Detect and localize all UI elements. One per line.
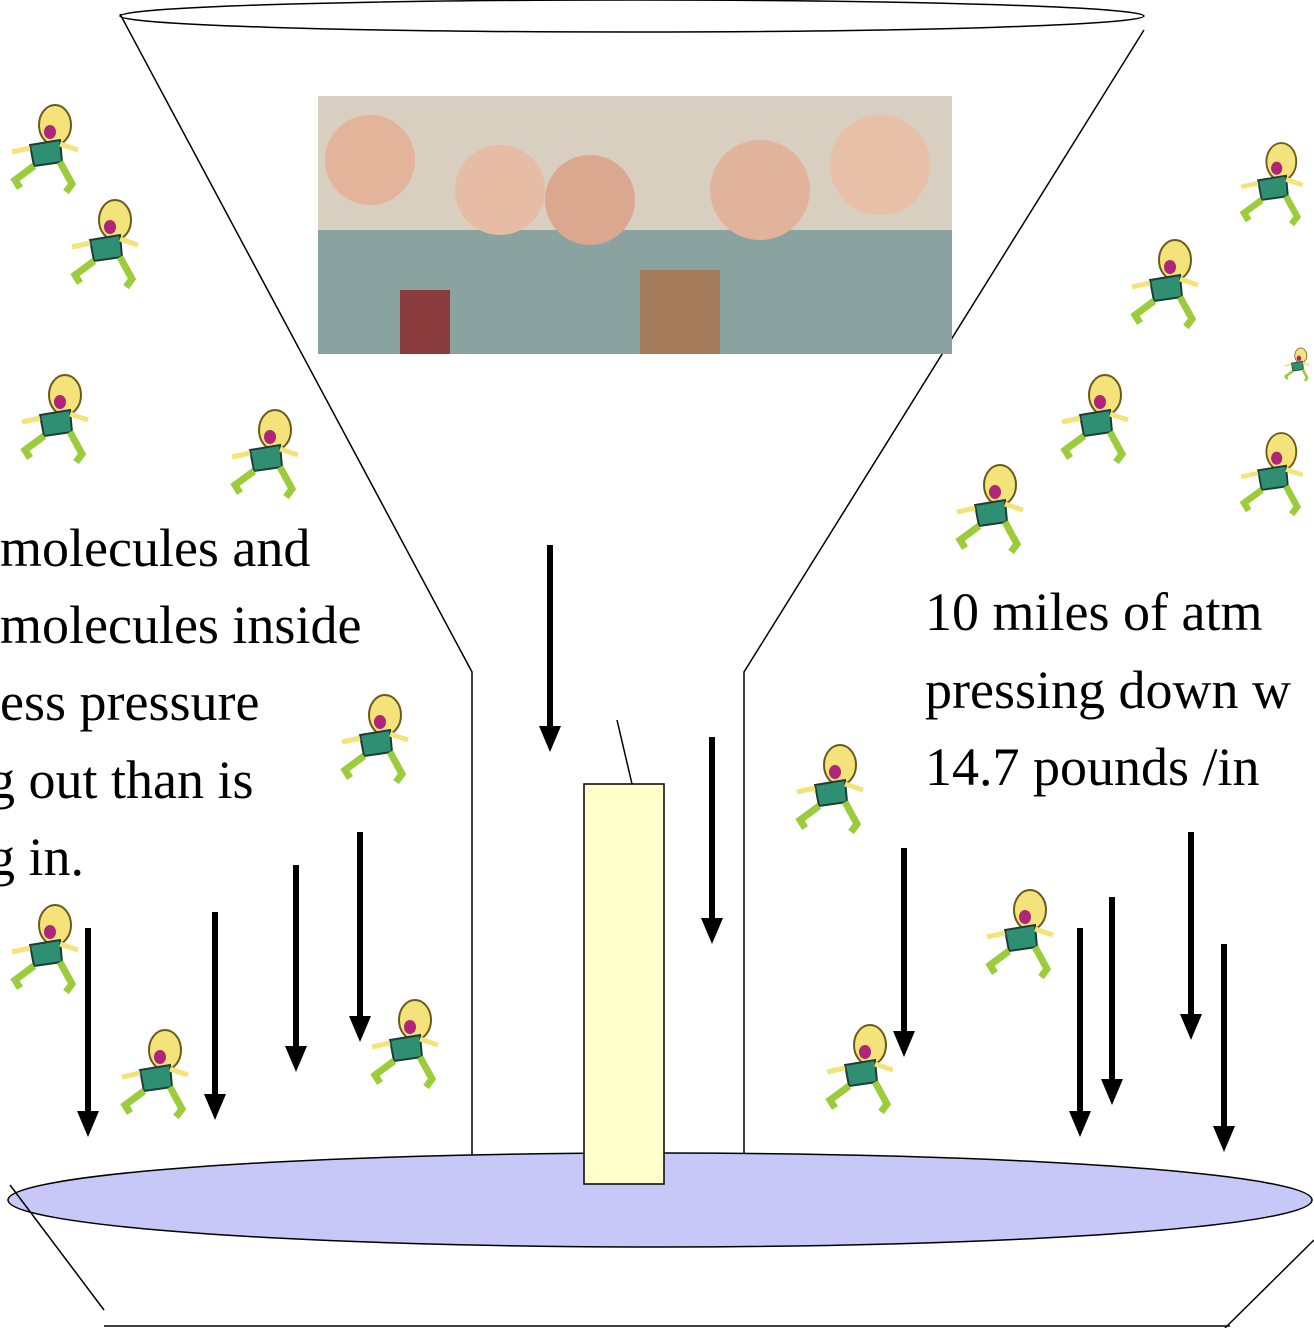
photo [318,96,952,354]
text-line: ess pressure [0,672,259,732]
funnel-rim [120,0,1144,32]
dish-side [1225,1240,1314,1328]
text-line: 14.7 pounds /in [925,737,1260,797]
left-text: molecules and molecules inside ess press… [0,518,361,887]
text-line: molecules and [0,518,310,578]
page: {"left_text": {"lines": ["molecules and"… [0,0,1314,1328]
text-line: 10 miles of atm [925,582,1262,642]
text-line: pressing down w [925,660,1291,720]
text-line: g out than is [0,750,254,810]
candle [584,784,664,1184]
text-line: g in. [0,827,84,887]
right-text: 10 miles of atm pressing down w 14.7 pou… [925,582,1291,797]
wick [617,720,632,784]
diagram: molecules and molecules inside ess press… [0,0,1314,1328]
text-line: molecules inside [0,595,361,655]
